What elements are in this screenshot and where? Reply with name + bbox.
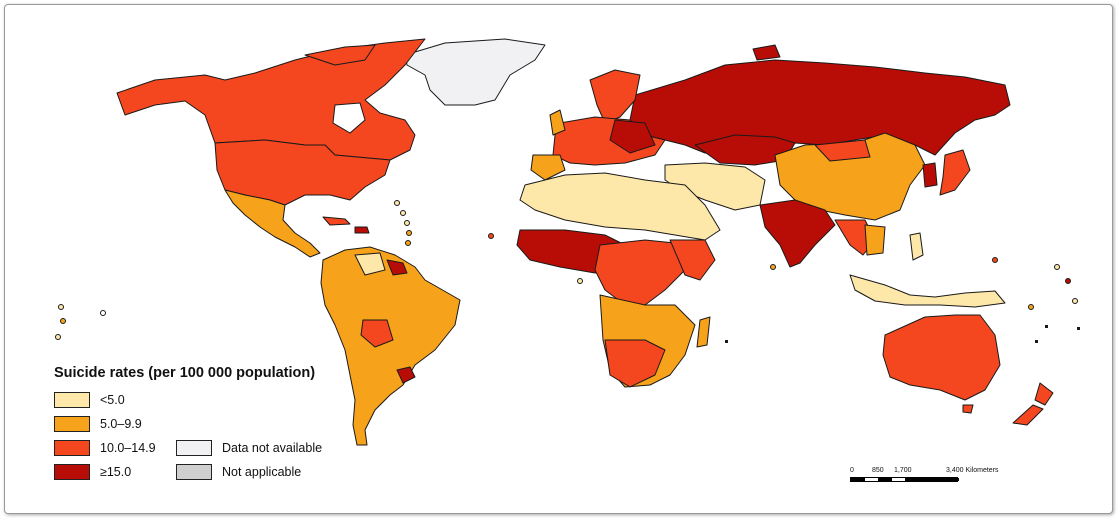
indonesia-region bbox=[849, 274, 1006, 308]
africa-central-region bbox=[594, 239, 686, 306]
legend-swatch-no-data bbox=[176, 440, 212, 456]
madagascar-region bbox=[696, 316, 711, 348]
legend-item-lt5: <5.0 bbox=[54, 391, 125, 409]
map-frame: Suicide rates (per 100 000 population) <… bbox=[4, 4, 1113, 514]
venezuela-region bbox=[354, 252, 386, 276]
scale-tick-1700: 1,700 bbox=[894, 467, 912, 474]
iberia-region bbox=[530, 154, 566, 181]
new-zealand-south-region bbox=[1012, 404, 1044, 426]
legend-label-ge15: ≥15.0 bbox=[100, 465, 132, 479]
arctic-islands-region bbox=[304, 44, 376, 66]
svalbard-region bbox=[752, 44, 781, 61]
new-zealand-region bbox=[1034, 382, 1054, 406]
caribbean-region bbox=[322, 216, 351, 226]
legend-swatch-5-10 bbox=[54, 416, 90, 432]
japan-region bbox=[939, 149, 971, 196]
legend-item-10-15: 10.0–14.9 bbox=[54, 439, 156, 457]
india-region bbox=[759, 199, 836, 268]
scandinavia-region bbox=[589, 69, 641, 124]
hudson-bay bbox=[332, 102, 366, 134]
europe-east-region bbox=[609, 119, 656, 154]
legend-title: Suicide rates (per 100 000 population) bbox=[54, 365, 316, 381]
south-america-region bbox=[320, 246, 461, 446]
scale-bar-graphic bbox=[850, 477, 959, 482]
scale-tick-3400: 3,400 Kilometers bbox=[946, 467, 999, 474]
korea-region bbox=[922, 162, 938, 188]
legend-item-ge15: ≥15.0 bbox=[54, 463, 131, 481]
world-map bbox=[55, 38, 1080, 446]
africa-east-region bbox=[669, 239, 716, 281]
uk-region bbox=[549, 109, 566, 136]
mexico-region bbox=[224, 189, 321, 258]
legend-swatch-lt5 bbox=[54, 392, 90, 408]
legend-label-no-data: Data not available bbox=[222, 441, 323, 455]
scale-bar: 0 850 1,700 3,400 Kilometers bbox=[850, 467, 1010, 487]
legend-swatch-10-15 bbox=[54, 440, 90, 456]
philippines-region bbox=[909, 232, 924, 261]
pacific-islands bbox=[725, 325, 1080, 343]
legend-item-not-applicable: Not applicable bbox=[176, 463, 301, 481]
russia-region bbox=[629, 59, 1011, 156]
legend-label-not-applicable: Not applicable bbox=[222, 465, 302, 479]
scale-tick-850: 850 bbox=[872, 467, 884, 474]
legend-item-5-10: 5.0–9.9 bbox=[54, 415, 142, 433]
island-markers bbox=[55, 200, 1078, 340]
tasmania-region bbox=[962, 404, 974, 414]
australia-region bbox=[882, 314, 1001, 401]
southern-africa-region bbox=[604, 339, 666, 388]
hispaniola-region bbox=[354, 226, 370, 234]
mongolia-region bbox=[814, 139, 871, 162]
greenland-region bbox=[404, 38, 546, 106]
legend-label-10-15: 10.0–14.9 bbox=[100, 441, 156, 455]
legend-item-no-data: Data not available bbox=[176, 439, 322, 457]
uruguay-region bbox=[396, 366, 416, 384]
legend-label-lt5: <5.0 bbox=[100, 393, 125, 407]
scale-tick-0: 0 bbox=[850, 467, 854, 474]
legend-label-5-10: 5.0–9.9 bbox=[100, 417, 142, 431]
indochina-region bbox=[864, 224, 886, 256]
legend-swatch-not-applicable bbox=[176, 464, 212, 480]
guiana-region bbox=[386, 259, 408, 276]
legend-swatch-ge15 bbox=[54, 464, 90, 480]
bolivia-region bbox=[360, 319, 394, 348]
